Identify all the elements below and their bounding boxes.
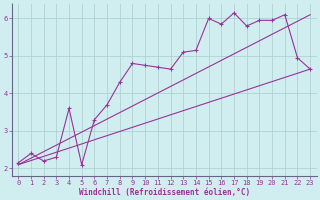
- X-axis label: Windchill (Refroidissement éolien,°C): Windchill (Refroidissement éolien,°C): [79, 188, 250, 197]
